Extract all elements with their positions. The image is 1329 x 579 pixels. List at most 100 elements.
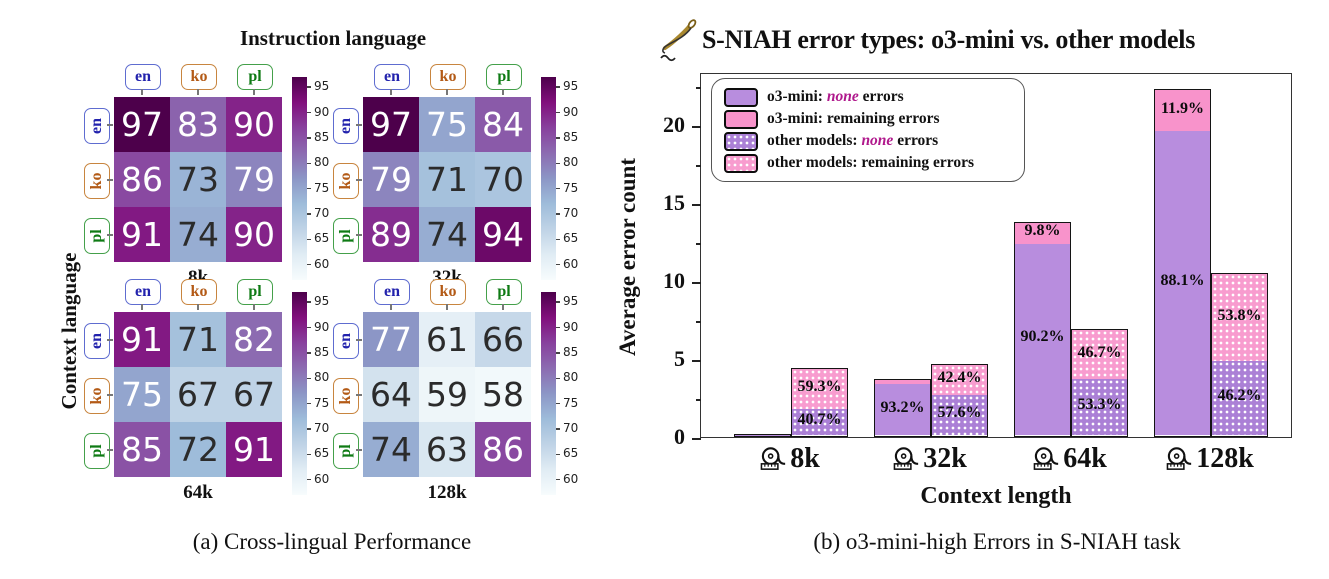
column-language-chip-ko: ko bbox=[430, 64, 466, 90]
percent-label-remaining: 11.9% bbox=[1160, 99, 1205, 117]
colorbar-tick-label: 95 bbox=[563, 294, 579, 309]
bar-other-models-64k: 46.7% 53.3% bbox=[1071, 329, 1128, 437]
column-language-chip-pl: pl bbox=[486, 64, 522, 90]
y-tick-label: 0 bbox=[674, 424, 685, 449]
percent-label-none: 53.3% bbox=[1077, 396, 1122, 414]
colorbar-tick bbox=[307, 213, 311, 215]
colorbar-tick bbox=[556, 453, 560, 456]
heatmap-cell: 91 bbox=[226, 422, 282, 477]
segment-remaining-errors bbox=[1155, 90, 1210, 132]
colorbar-tick bbox=[556, 377, 560, 379]
colorbar: 95 90 85 80 75 70 65 60 bbox=[292, 77, 329, 280]
heatmap-64k: en ko pl en ko pl 91 71 82 75 67 67 85 72 91 64k 95 90 85 8… bbox=[84, 279, 329, 503]
column-language-chip-pl: pl bbox=[237, 279, 273, 305]
heatmap-cell: 79 bbox=[363, 152, 419, 207]
measuring-tape-icon bbox=[1166, 447, 1192, 470]
row-language-chip-pl: pl bbox=[84, 217, 110, 254]
colorbar-tick-label: 70 bbox=[563, 206, 579, 221]
colorbar-tick-label: 75 bbox=[563, 180, 579, 195]
colorbar-tick-label: 85 bbox=[563, 344, 579, 359]
legend-label: other models: remaining errors bbox=[767, 154, 975, 171]
heatmap-cell: 74 bbox=[170, 207, 226, 262]
segment-none-errors bbox=[735, 434, 790, 436]
bar-other-models-128k: 53.8% 46.2% bbox=[1211, 273, 1268, 437]
column-language-chip-en: en bbox=[374, 279, 410, 305]
colorbar-tick-label: 95 bbox=[314, 294, 330, 309]
segment-remaining-errors bbox=[932, 364, 987, 395]
row-language-chip-pl: pl bbox=[333, 432, 359, 469]
colorbar-gradient bbox=[541, 292, 556, 495]
heatmap-8k: en ko pl en ko pl 97 83 90 86 73 79 91 74 90 8k 95 90 85 80… bbox=[84, 64, 329, 288]
column-language-chip-en: en bbox=[374, 64, 410, 90]
heatmap-cell: 97 bbox=[114, 97, 170, 152]
instruction-language-axis-title: Instruction language bbox=[239, 26, 427, 50]
colorbar-tick bbox=[307, 264, 311, 266]
colorbar-tick bbox=[556, 479, 560, 481]
colorbar-tick bbox=[307, 352, 311, 354]
percent-label-none: 90.2% bbox=[1020, 328, 1065, 346]
y-axis-minor-tick bbox=[696, 399, 701, 401]
colorbar-tick bbox=[307, 402, 311, 405]
y-axis-minor-tick bbox=[696, 321, 701, 323]
heatmap-cell: 67 bbox=[226, 367, 282, 422]
heatmap-cell: 97 bbox=[363, 97, 419, 152]
caption-panel-b: (b) o3-mini-high Errors in S-NIAH task bbox=[813, 529, 1181, 554]
heatmap-cell: 86 bbox=[475, 422, 531, 477]
colorbar-tick-label: 95 bbox=[314, 79, 330, 94]
colorbar-tick bbox=[307, 111, 311, 114]
chip-tick bbox=[502, 89, 504, 95]
colorbar-tick-label: 80 bbox=[314, 370, 330, 385]
heatmap-128k: en ko pl en ko pl 77 61 66 64 59 58 74 63 86 128k 95 90 85… bbox=[333, 279, 578, 503]
heatmap-grid-layer: en ko pl en ko pl 97 83 90 86 73 79 91 74 90 8k 95 90 85 80… bbox=[0, 0, 660, 520]
heatmap-cell: 94 bbox=[475, 207, 531, 262]
colorbar: 95 90 85 80 75 70 65 60 bbox=[541, 292, 578, 495]
chip-tick bbox=[141, 304, 143, 310]
chip-tick bbox=[141, 89, 143, 95]
colorbar-gradient bbox=[292, 77, 307, 280]
percent-label-remaining: 46.7% bbox=[1077, 343, 1122, 361]
heatmap-cell: 83 bbox=[170, 97, 226, 152]
x-tick-text: 128k bbox=[1196, 443, 1254, 474]
chip-tick bbox=[253, 304, 255, 310]
bar-other-models-32k: 42.4% 57.6% bbox=[931, 363, 988, 437]
bar-o3-mini-64k: 9.8% 90.2% bbox=[1014, 221, 1071, 437]
chip-tick bbox=[390, 304, 392, 310]
row-language-chip-ko: ko bbox=[333, 162, 359, 199]
column-language-chip-ko: ko bbox=[430, 279, 466, 305]
heatmap-context-length-label: 64k bbox=[183, 482, 213, 503]
bar-o3-mini-32k: 93.2% bbox=[874, 379, 931, 437]
column-language-chip-ko: ko bbox=[181, 64, 217, 90]
heatmap-context-length-label: 128k bbox=[427, 482, 467, 503]
legend-label: other models: none errors bbox=[767, 132, 939, 149]
panel-cross-lingual: Instruction language Context language en… bbox=[0, 0, 660, 579]
row-language-chip-pl: pl bbox=[84, 432, 110, 469]
segment-remaining-errors bbox=[1072, 330, 1127, 380]
segment-none-errors bbox=[1155, 131, 1210, 436]
percent-label-remaining: 59.3% bbox=[797, 377, 842, 395]
segment-none-errors bbox=[792, 408, 847, 436]
y-axis-minor-tick bbox=[696, 87, 701, 89]
column-language-chip-en: en bbox=[125, 64, 161, 90]
heatmap-cell: 67 bbox=[170, 367, 226, 422]
colorbar-tick-label: 85 bbox=[314, 344, 330, 359]
y-tick-label: 15 bbox=[663, 190, 685, 216]
heatmap-cell: 71 bbox=[419, 152, 475, 207]
heatmap-cell: 91 bbox=[114, 312, 170, 367]
heatmap-cell: 74 bbox=[363, 422, 419, 477]
colorbar-tick-label: 90 bbox=[563, 319, 579, 334]
legend-none-emphasis: none bbox=[861, 132, 894, 149]
segment-remaining-errors bbox=[1015, 222, 1070, 244]
colorbar-tick-label: 70 bbox=[314, 206, 330, 221]
colorbar-tick-label: 60 bbox=[314, 471, 330, 486]
colorbar-tick bbox=[307, 453, 311, 456]
percent-label-none: 93.2% bbox=[880, 398, 925, 416]
chip-tick bbox=[107, 124, 113, 126]
colorbar-tick bbox=[307, 238, 311, 241]
chip-tick bbox=[107, 339, 113, 341]
legend-swatch-other-none bbox=[724, 131, 758, 151]
chip-tick bbox=[356, 124, 362, 126]
heatmap-cell: 85 bbox=[114, 422, 170, 477]
chip-tick bbox=[253, 89, 255, 95]
chip-tick bbox=[197, 304, 199, 310]
row-language-chip-en: en bbox=[84, 107, 110, 144]
